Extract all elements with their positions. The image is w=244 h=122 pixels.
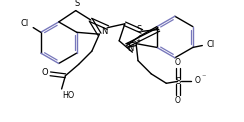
Text: N: N [127,44,134,53]
Text: O: O [175,96,181,105]
Text: O: O [194,76,200,85]
Text: O: O [41,68,48,77]
Text: N: N [101,27,107,36]
Text: S: S [136,25,142,34]
Text: HO: HO [62,91,75,100]
Text: ⁻: ⁻ [202,72,206,81]
Text: Cl: Cl [207,40,215,49]
Text: +: + [135,38,141,44]
Text: O: O [175,58,181,67]
Text: Cl: Cl [20,19,29,28]
Text: S: S [74,0,79,8]
Text: S: S [175,77,180,86]
